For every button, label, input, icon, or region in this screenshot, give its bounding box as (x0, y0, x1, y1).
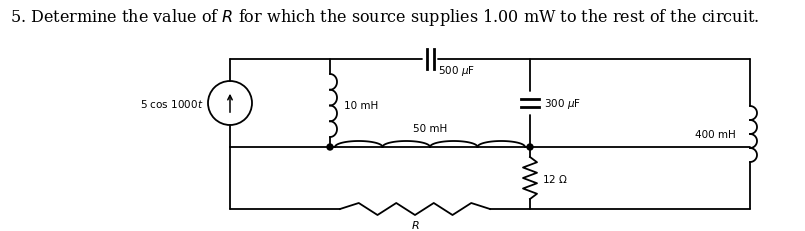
Text: 5 cos 1000$t$: 5 cos 1000$t$ (139, 97, 203, 109)
Text: 10 mH: 10 mH (344, 101, 378, 111)
Text: $R$: $R$ (411, 218, 419, 230)
Text: 12 $\Omega$: 12 $\Omega$ (542, 172, 568, 184)
Circle shape (527, 144, 533, 150)
Text: 50 mH: 50 mH (413, 123, 447, 134)
Text: 5. Determine the value of $R$ for which the source supplies 1.00 mW to the rest : 5. Determine the value of $R$ for which … (10, 7, 759, 28)
Text: 400 mH: 400 mH (696, 129, 736, 139)
Text: 300 $\mu$F: 300 $\mu$F (544, 97, 581, 110)
Circle shape (327, 144, 333, 150)
Text: 500 $\mu$F: 500 $\mu$F (437, 64, 474, 78)
